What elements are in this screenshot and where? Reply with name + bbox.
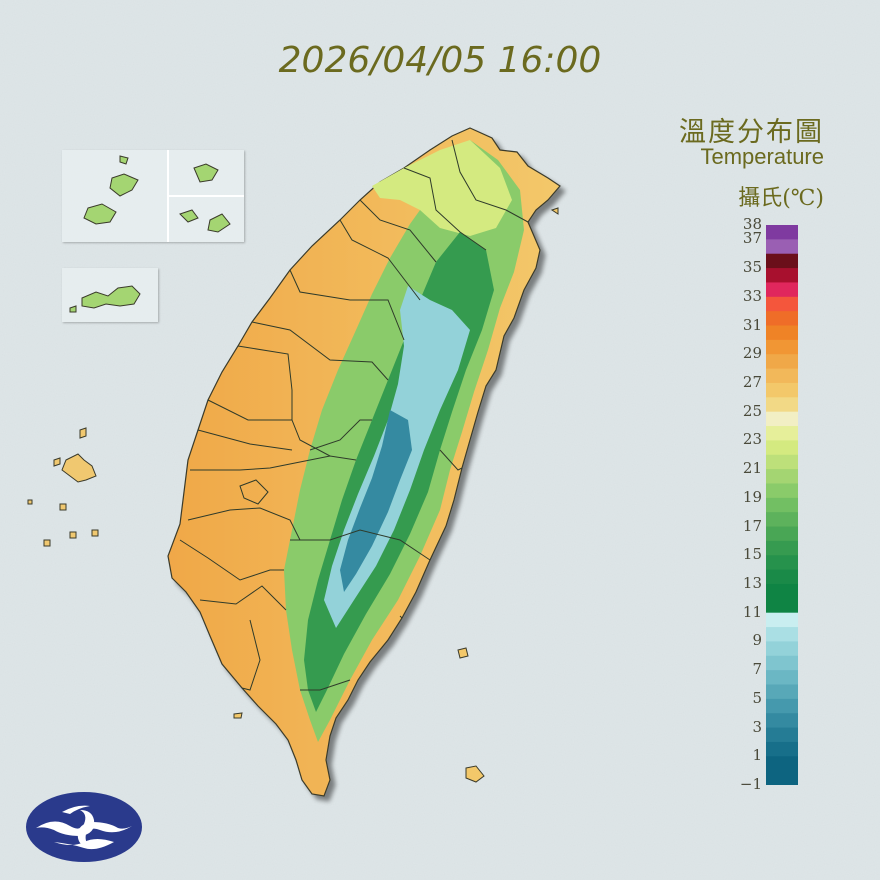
colorbar-band	[766, 339, 798, 355]
taiwan-map	[167, 127, 561, 797]
colorbar-band	[766, 569, 798, 585]
colorbar-band	[766, 655, 798, 671]
colorbar-band	[766, 641, 798, 657]
colorbar-band	[766, 555, 798, 571]
county-borders	[179, 139, 529, 691]
legend-title: 溫度分布圖	[679, 117, 824, 148]
colorbar-band	[766, 382, 798, 398]
colorbar-tick-label: 33	[742, 286, 762, 305]
colorbar-band	[766, 296, 798, 312]
colorbar-tick-label: 27	[742, 372, 762, 391]
colorbar-tick-label: 31	[742, 315, 762, 334]
mountain-zone-summit	[340, 410, 412, 592]
colorbar-tick-label: 25	[742, 401, 762, 420]
colorbar-band	[766, 627, 798, 643]
colorbar-band	[766, 670, 798, 686]
colorbar-band	[766, 282, 798, 298]
colorbar-tick-label: 1	[752, 746, 762, 765]
colorbar-tick-label: 21	[742, 459, 762, 478]
colorbar-band	[766, 497, 798, 513]
liuqiu-island	[233, 712, 243, 719]
colorbar-band	[766, 411, 798, 427]
colorbar-tick-label: 17	[742, 516, 762, 535]
legend-unit: 攝氏(℃)	[738, 186, 824, 211]
colorbar-band	[766, 741, 798, 757]
colorbar-tick-label: 35	[742, 258, 762, 277]
colorbar-band	[766, 612, 798, 628]
colorbar-band	[766, 239, 798, 255]
map-timestamp: 2026/04/05 16:00	[278, 40, 602, 81]
colorbar-tick-label: 13	[742, 574, 762, 592]
colorbar-band	[766, 756, 798, 785]
colorbar-band	[766, 713, 798, 729]
temperature-colorbar	[766, 225, 798, 785]
cwa-logo-icon	[26, 792, 142, 862]
colorbar-band	[766, 583, 798, 614]
colorbar-band	[766, 727, 798, 743]
mountain-zone-lightgreen-north	[372, 140, 512, 236]
colorbar-band	[766, 397, 798, 413]
colorbar-band	[766, 526, 798, 542]
colorbar-band	[766, 311, 798, 327]
colorbar-tick-label: 9	[752, 631, 762, 650]
colorbar-band	[766, 440, 798, 456]
colorbar-tick-label: 7	[752, 660, 762, 679]
colorbar-band	[766, 684, 798, 700]
colorbar-band	[766, 454, 798, 470]
green-island	[457, 647, 469, 659]
colorbar-tick-label: 19	[742, 487, 762, 506]
colorbar-tick-label: 15	[742, 545, 762, 564]
colorbar-band	[766, 426, 798, 441]
inset-matsu	[62, 150, 244, 242]
colorbar-band	[766, 512, 798, 528]
orchid-island	[465, 765, 485, 783]
colorbar-tick-label: 5	[752, 688, 762, 707]
penghu-islands	[27, 427, 99, 547]
colorbar-tick-label: −1	[739, 775, 762, 793]
colorbar-band	[766, 225, 798, 240]
legend-subtitle: Temperature	[700, 144, 824, 169]
colorbar-band	[766, 268, 798, 284]
colorbar-band	[766, 469, 798, 485]
kinmen-islands	[69, 285, 141, 313]
matsu-islands	[83, 150, 244, 242]
colorbar-tick-label: 37	[742, 229, 762, 248]
colorbar-tick-label: 29	[742, 344, 762, 363]
colorbar-tick-label: 3	[752, 717, 762, 736]
colorbar-tick-label: 38	[742, 215, 762, 233]
colorbar-band	[766, 253, 798, 269]
colorbar-band	[766, 354, 798, 370]
colorbar-band	[766, 698, 798, 714]
colorbar-band	[766, 368, 798, 384]
colorbar-band	[766, 325, 798, 341]
colorbar-band	[766, 540, 798, 556]
colorbar-tick-label: 23	[742, 430, 762, 449]
inset-kinmen	[62, 268, 158, 322]
turtle-island	[550, 207, 559, 215]
colorbar-band	[766, 483, 798, 499]
colorbar-tick-label: 11	[742, 602, 762, 621]
